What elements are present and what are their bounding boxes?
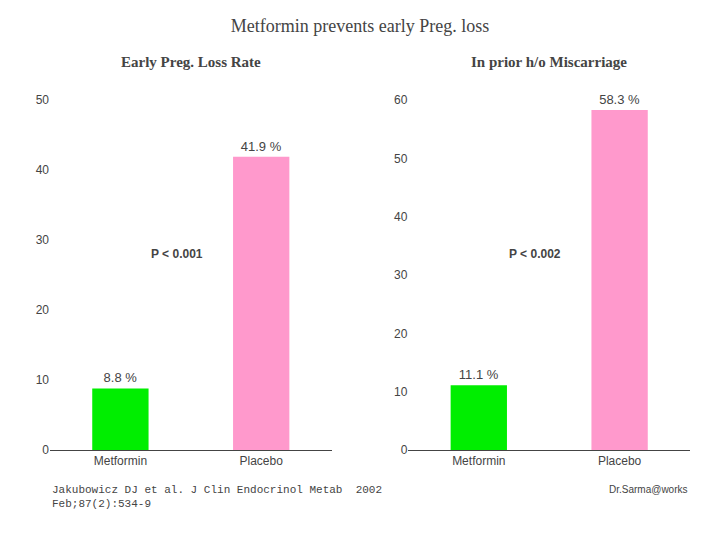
svg-text:8.8 %: 8.8 % xyxy=(104,370,138,385)
svg-text:Jakubowicz DJ et al. J Clin En: Jakubowicz DJ et al. J Clin Endocrinol M… xyxy=(52,484,382,510)
svg-text:20: 20 xyxy=(394,327,408,341)
svg-text:60: 60 xyxy=(394,93,408,107)
svg-text:In prior h/o Miscarriage: In prior h/o Miscarriage xyxy=(471,54,627,70)
svg-text:11.1 %: 11.1 % xyxy=(459,367,499,382)
svg-text:58.3 %: 58.3 % xyxy=(599,92,640,107)
svg-text:P < 0.002: P < 0.002 xyxy=(509,247,561,261)
svg-text:41.9 %: 41.9 % xyxy=(241,139,282,154)
svg-text:10: 10 xyxy=(394,385,408,399)
svg-text:P < 0.001: P < 0.001 xyxy=(151,247,203,261)
svg-text:Metformin: Metformin xyxy=(452,454,505,468)
svg-text:50: 50 xyxy=(394,152,408,166)
svg-text:30: 30 xyxy=(36,233,50,247)
svg-text:0: 0 xyxy=(401,443,408,457)
svg-text:40: 40 xyxy=(394,210,408,224)
svg-text:Dr.Sarma@works: Dr.Sarma@works xyxy=(609,484,688,495)
svg-text:Placebo: Placebo xyxy=(240,454,284,468)
svg-text:Early Preg. Loss Rate: Early Preg. Loss Rate xyxy=(121,54,261,70)
svg-text:10: 10 xyxy=(36,373,50,387)
svg-text:Metformin: Metformin xyxy=(94,454,147,468)
svg-text:40: 40 xyxy=(36,163,50,177)
svg-text:50: 50 xyxy=(36,93,50,107)
svg-text:Metformin prevents early Preg.: Metformin prevents early Preg. loss xyxy=(231,16,489,36)
svg-text:30: 30 xyxy=(394,268,408,282)
svg-text:0: 0 xyxy=(42,443,49,457)
svg-text:Placebo: Placebo xyxy=(598,454,642,468)
svg-text:20: 20 xyxy=(36,303,50,317)
